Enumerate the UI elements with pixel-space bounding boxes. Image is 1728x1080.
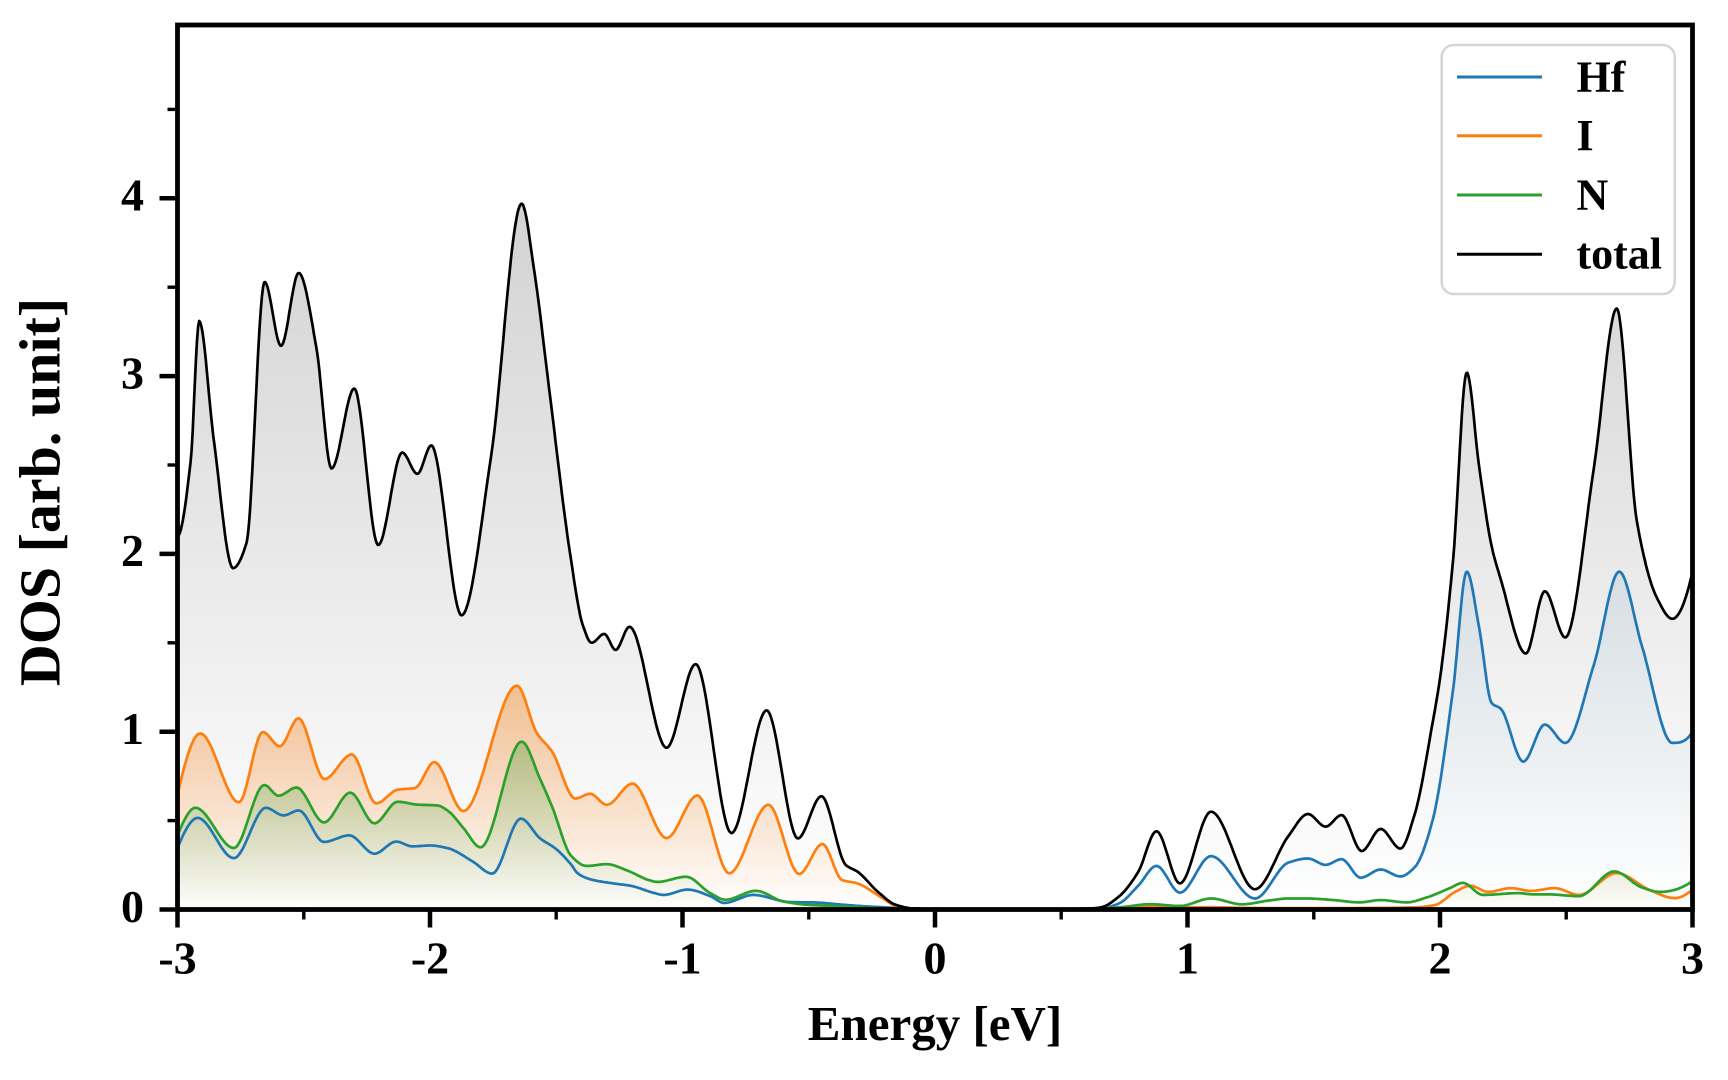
svg-text:4: 4 (121, 170, 144, 221)
svg-text:Hf: Hf (1577, 52, 1627, 101)
svg-text:-2: -2 (411, 932, 449, 983)
svg-text:-3: -3 (158, 932, 196, 983)
svg-text:N: N (1577, 170, 1609, 219)
svg-text:0: 0 (121, 881, 144, 932)
svg-text:DOS [arb. unit]: DOS [arb. unit] (8, 298, 73, 686)
svg-text:3: 3 (121, 347, 144, 398)
svg-text:0: 0 (924, 932, 947, 983)
svg-text:1: 1 (1176, 932, 1199, 983)
svg-text:Energy [eV]: Energy [eV] (808, 996, 1062, 1051)
svg-text:2: 2 (121, 525, 144, 576)
svg-text:2: 2 (1429, 932, 1452, 983)
svg-text:-1: -1 (663, 932, 701, 983)
svg-text:1: 1 (121, 703, 144, 754)
svg-text:total: total (1577, 230, 1663, 279)
svg-text:I: I (1577, 111, 1594, 160)
svg-text:3: 3 (1681, 932, 1704, 983)
